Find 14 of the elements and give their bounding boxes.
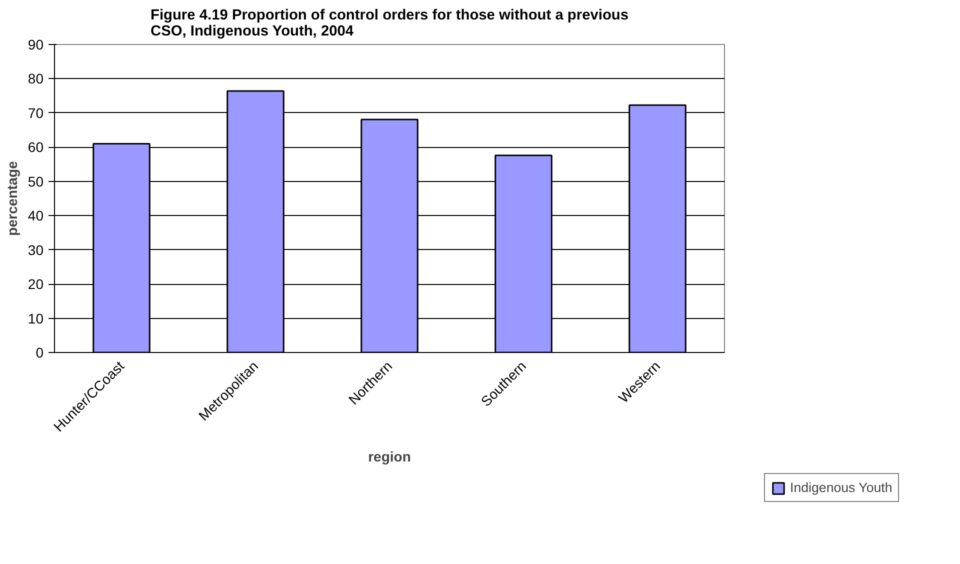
- y-tick-label: 30: [28, 242, 44, 258]
- y-tick-label: 0: [36, 344, 44, 360]
- y-tick-label: 90: [28, 36, 44, 52]
- y-tick-label: 60: [28, 139, 44, 156]
- x-axis-title: region: [368, 448, 411, 464]
- y-axis-title: percentage: [4, 160, 20, 236]
- chart-title: Figure 4.19 Proportion of control orders for those without a previous CSO, Indigenous Youth, 2004: [150, 8, 628, 40]
- y-tick-label: 10: [28, 310, 44, 326]
- y-tick-label: 20: [28, 276, 44, 292]
- y-tick-label: 50: [28, 173, 44, 190]
- legend-label: Indigenous Youth: [790, 480, 892, 495]
- y-tick-label: 40: [28, 208, 44, 224]
- y-tick-label: 70: [28, 104, 44, 121]
- y-tick-label: 80: [28, 70, 44, 87]
